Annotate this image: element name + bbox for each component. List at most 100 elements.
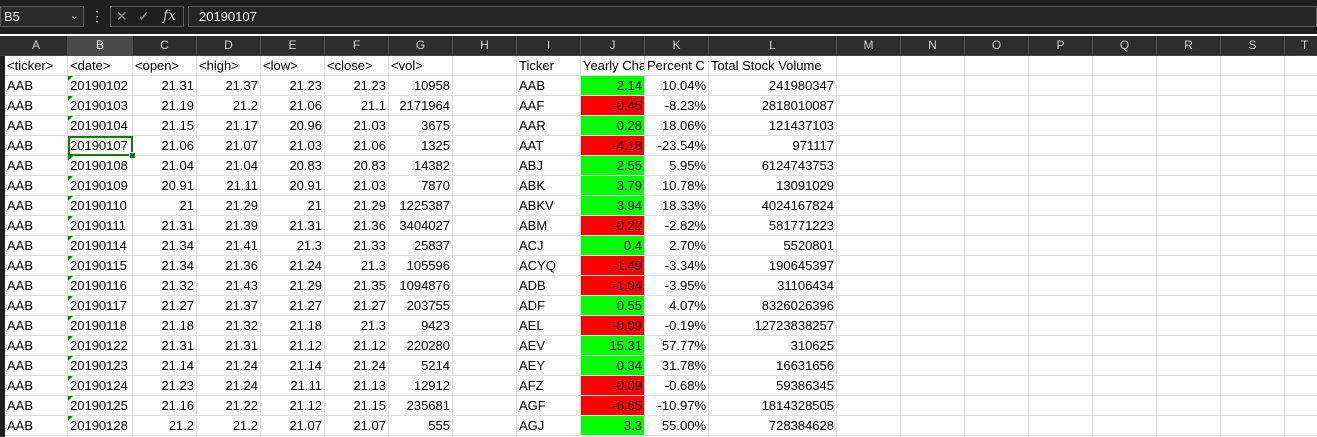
- empty-cell[interactable]: [1093, 336, 1157, 356]
- yearly-change-cell[interactable]: -0.22: [581, 216, 645, 236]
- empty-cell[interactable]: [901, 336, 965, 356]
- empty-cell[interactable]: [1285, 136, 1317, 156]
- data-cell[interactable]: 1814328505: [709, 396, 837, 416]
- data-cell[interactable]: ADF: [517, 296, 581, 316]
- data-cell[interactable]: 55.00%: [645, 416, 709, 436]
- data-cell[interactable]: AAB: [5, 336, 68, 356]
- empty-cell[interactable]: [1029, 256, 1093, 276]
- data-cell[interactable]: AAB: [5, 276, 68, 296]
- empty-cell[interactable]: [1157, 116, 1221, 136]
- header-cell[interactable]: <ticker>: [5, 56, 68, 76]
- yearly-change-cell[interactable]: 3.79: [581, 176, 645, 196]
- column-header-i[interactable]: I: [517, 36, 581, 55]
- data-cell[interactable]: 21.31: [133, 76, 197, 96]
- data-cell[interactable]: ABM: [517, 216, 581, 236]
- data-cell[interactable]: AAB: [5, 96, 68, 116]
- data-cell[interactable]: 12723838257: [709, 316, 837, 336]
- empty-cell[interactable]: [1221, 136, 1285, 156]
- data-cell[interactable]: 14382: [389, 156, 453, 176]
- data-cell[interactable]: 21.34: [133, 236, 197, 256]
- empty-cell[interactable]: [1221, 216, 1285, 236]
- empty-cell[interactable]: [1157, 376, 1221, 396]
- empty-cell[interactable]: [453, 196, 517, 216]
- yearly-change-cell[interactable]: 2.14: [581, 76, 645, 96]
- empty-cell[interactable]: [1093, 76, 1157, 96]
- empty-cell[interactable]: [453, 236, 517, 256]
- data-cell[interactable]: -10.97%: [645, 396, 709, 416]
- data-cell[interactable]: 21.11: [261, 376, 325, 396]
- data-cell[interactable]: 1094876: [389, 276, 453, 296]
- yearly-change-cell[interactable]: 0.34: [581, 356, 645, 376]
- empty-cell[interactable]: [1285, 176, 1317, 196]
- empty-cell[interactable]: [1285, 336, 1317, 356]
- empty-cell[interactable]: [1093, 116, 1157, 136]
- empty-cell[interactable]: [1285, 76, 1317, 96]
- data-cell[interactable]: 3675: [389, 116, 453, 136]
- data-cell[interactable]: 21.13: [325, 376, 389, 396]
- data-cell[interactable]: 21.43: [197, 276, 261, 296]
- data-cell[interactable]: 21.04: [133, 156, 197, 176]
- data-cell[interactable]: AAB: [5, 396, 68, 416]
- data-cell[interactable]: 20190111: [68, 216, 133, 236]
- empty-cell[interactable]: [901, 76, 965, 96]
- column-header-e[interactable]: E: [261, 36, 325, 55]
- header-cell[interactable]: Percent C: [645, 56, 709, 76]
- data-cell[interactable]: 20190122: [68, 336, 133, 356]
- yearly-change-cell[interactable]: 0.28: [581, 116, 645, 136]
- data-cell[interactable]: 20190128: [68, 416, 133, 436]
- data-cell[interactable]: 20190102: [68, 76, 133, 96]
- data-cell[interactable]: 21.31: [133, 336, 197, 356]
- data-cell[interactable]: 10.78%: [645, 176, 709, 196]
- data-cell[interactable]: 21.39: [197, 216, 261, 236]
- data-cell[interactable]: 21.3: [261, 236, 325, 256]
- data-cell[interactable]: AAB: [5, 136, 68, 156]
- empty-cell[interactable]: [837, 96, 901, 116]
- empty-cell[interactable]: [901, 356, 965, 376]
- empty-cell[interactable]: [1221, 256, 1285, 276]
- data-cell[interactable]: 21.14: [133, 356, 197, 376]
- column-header-m[interactable]: M: [837, 36, 901, 55]
- data-cell[interactable]: 21.37: [197, 296, 261, 316]
- empty-cell[interactable]: [837, 196, 901, 216]
- data-cell[interactable]: -2.82%: [645, 216, 709, 236]
- column-header-s[interactable]: S: [1221, 36, 1285, 55]
- empty-cell[interactable]: [837, 376, 901, 396]
- data-cell[interactable]: 20190110: [68, 196, 133, 216]
- data-cell[interactable]: AAB: [5, 216, 68, 236]
- data-cell[interactable]: AAB: [5, 316, 68, 336]
- data-cell[interactable]: 18.06%: [645, 116, 709, 136]
- data-cell[interactable]: 21.18: [133, 316, 197, 336]
- data-cell[interactable]: 21.37: [197, 76, 261, 96]
- empty-cell[interactable]: [1029, 116, 1093, 136]
- data-cell[interactable]: AAB: [5, 176, 68, 196]
- data-cell[interactable]: 20190124: [68, 376, 133, 396]
- data-cell[interactable]: 21.12: [261, 396, 325, 416]
- data-cell[interactable]: 20190117: [68, 296, 133, 316]
- data-cell[interactable]: 21.19: [133, 96, 197, 116]
- empty-cell[interactable]: [1029, 96, 1093, 116]
- empty-cell[interactable]: [1029, 376, 1093, 396]
- data-cell[interactable]: 21.2: [133, 416, 197, 436]
- header-cell[interactable]: <low>: [261, 56, 325, 76]
- empty-cell[interactable]: [837, 396, 901, 416]
- data-cell[interactable]: 21.35: [325, 276, 389, 296]
- data-cell[interactable]: ACYQ: [517, 256, 581, 276]
- empty-cell[interactable]: [1157, 76, 1221, 96]
- data-cell[interactable]: 21: [261, 196, 325, 216]
- header-cell[interactable]: <close>: [325, 56, 389, 76]
- data-cell[interactable]: AGJ: [517, 416, 581, 436]
- data-cell[interactable]: ABJ: [517, 156, 581, 176]
- data-cell[interactable]: 5520801: [709, 236, 837, 256]
- data-cell[interactable]: 4.07%: [645, 296, 709, 316]
- empty-cell[interactable]: [1221, 296, 1285, 316]
- data-cell[interactable]: 2.70%: [645, 236, 709, 256]
- empty-cell[interactable]: [453, 156, 517, 176]
- empty-cell[interactable]: [965, 116, 1029, 136]
- empty-cell[interactable]: [901, 96, 965, 116]
- empty-cell[interactable]: [837, 56, 901, 76]
- empty-cell[interactable]: [1093, 156, 1157, 176]
- data-cell[interactable]: 235681: [389, 396, 453, 416]
- empty-cell[interactable]: [901, 276, 965, 296]
- data-cell[interactable]: 20190109: [68, 176, 133, 196]
- empty-cell[interactable]: [1157, 336, 1221, 356]
